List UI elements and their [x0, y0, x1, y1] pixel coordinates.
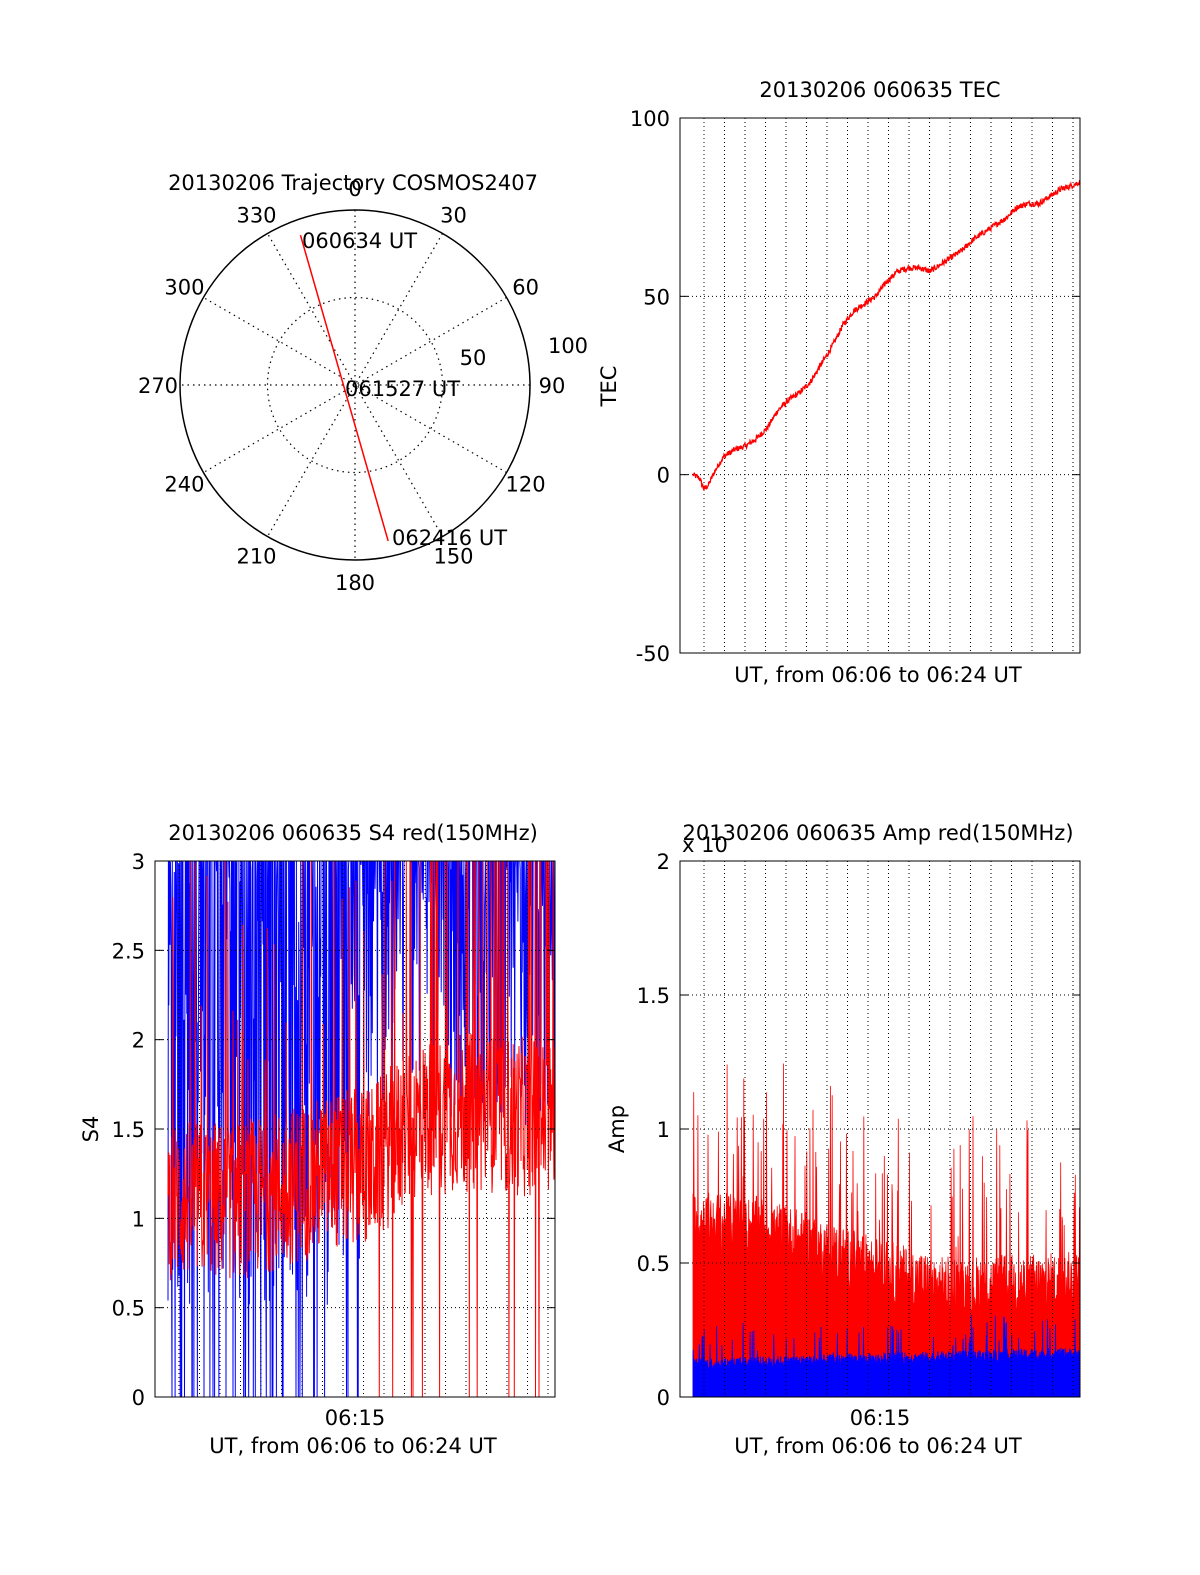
s4-xtick-label: 06:15: [325, 1406, 386, 1430]
tec-ytick-label: 0: [657, 464, 670, 488]
polar-azimuth-labels: 0 30 60 90 120 150 180 210 240 270 300 330: [138, 177, 565, 595]
s4-title: 20130206 060635 S4 red(150MHz): [168, 821, 538, 845]
polar-azimuth-label-30: 30: [440, 203, 467, 227]
polar-azimuth-label-120: 120: [506, 473, 546, 497]
tec-grid: [680, 118, 1080, 653]
tec-series-line: [692, 180, 1081, 492]
polar-azimuth-label-300: 300: [164, 276, 204, 300]
tec-ytick-label: -50: [636, 642, 670, 666]
amp-ytick-label: 0.5: [637, 1252, 670, 1276]
amp-ytick-label: 0: [657, 1386, 670, 1410]
amp-red-series: [692, 1063, 1081, 1398]
tec-xlabel: UT, from 06:06 to 06:24 UT: [734, 663, 1022, 687]
polar-end-label: 062416 UT: [392, 526, 507, 550]
amp-ytick-label: 1.5: [637, 984, 670, 1008]
s4-ytick-label: 0: [132, 1386, 145, 1410]
amp-scale-label: x 10: [682, 833, 728, 857]
tec-chart: 20130206 060635 TEC -50 0 50 100 TEC UT, fr…: [597, 78, 1081, 687]
polar-azimuth-label-0: 0: [348, 177, 361, 201]
amp-grid: [680, 861, 1080, 1397]
amp-plot-frame: [679, 860, 1081, 1398]
amp-title: 20130206 060635 Amp red(150MHz): [682, 821, 1073, 845]
polar-start-label: 060634 UT: [302, 229, 417, 253]
tec-plot-frame: [679, 117, 1081, 654]
tec-ytick-label: 100: [630, 107, 670, 131]
s4-plot-frame: [154, 860, 556, 1398]
amp-xtick-label: 06:15: [850, 1406, 911, 1430]
tec-title: 20130206 060635 TEC: [759, 78, 1000, 102]
amp-chart: 20130206 060635 Amp red(150MHz) x 10 0 0.…: [605, 821, 1081, 1458]
amp-red-series-area: [692, 1063, 1081, 1398]
polar-track-line: [299, 234, 389, 542]
polar-azimuth-label-60: 60: [512, 276, 539, 300]
polar-azimuth-label-150: 150: [433, 545, 473, 569]
s4-ytick-label: 3: [132, 850, 145, 874]
s4-ytick-label: 1.5: [112, 1118, 145, 1142]
polar-spoke-120: [203, 296, 507, 474]
amp-blue-series-area: [692, 1314, 1081, 1398]
polar-azimuth-label-330: 330: [236, 203, 276, 227]
polar-azimuth-label-240: 240: [164, 473, 204, 497]
polar-spoke-30: [266, 233, 444, 537]
amp-ytick-label: 2: [657, 850, 670, 874]
polar-azimuth-label-180: 180: [335, 571, 375, 595]
s4-ytick-label: 2: [132, 1029, 145, 1053]
polar-radial-label-50: 50: [460, 346, 487, 370]
polar-spoke-60: [203, 296, 507, 474]
s4-grid: [155, 861, 555, 1397]
s4-ylabel: S4: [79, 1116, 103, 1143]
polar-azimuth-label-210: 210: [236, 545, 276, 569]
polar-spoke-150: [266, 233, 444, 537]
polar-radial-label-100: 100: [548, 334, 588, 358]
polar-azimuth-label-90: 90: [539, 374, 566, 398]
s4-red-series-line: [167, 860, 556, 1398]
polar-title: 20130206 Trajectory COSMOS2407: [168, 171, 538, 195]
polar-inner-circle: [266, 296, 444, 474]
tec-ytick-label: 50: [643, 285, 670, 309]
polar-trajectory-chart: 20130206 Trajectory COSMOS2407 0 30 60 90 12…: [138, 171, 588, 595]
s4-chart: 20130206 060635 S4 red(150MHz) 0 0.5 1 1.5 2…: [79, 821, 556, 1458]
s4-y-tick-labels: 0 0.5 1 1.5 2 2.5 3: [112, 850, 145, 1410]
amp-ytick-label: 1: [657, 1118, 670, 1142]
tec-y-tick-labels: -50 0 50 100: [630, 107, 670, 666]
s4-ytick-label: 0.5: [112, 1297, 145, 1321]
amp-ylabel: Amp: [605, 1105, 629, 1153]
polar-grid: [179, 209, 531, 561]
s4-red-series: [167, 860, 556, 1398]
s4-ytick-label: 2.5: [112, 939, 145, 963]
amp-y-tick-labels: 0 0.5 1 1.5 2: [637, 850, 670, 1410]
polar-mid-label: 061527 UT: [345, 377, 460, 401]
tec-ylabel: TEC: [597, 366, 621, 408]
amp-xlabel: UT, from 06:06 to 06:24 UT: [734, 1434, 1022, 1458]
polar-azimuth-label-270: 270: [138, 374, 178, 398]
s4-xlabel: UT, from 06:06 to 06:24 UT: [209, 1434, 497, 1458]
amp-blue-series: [692, 1314, 1081, 1398]
s4-ytick-label: 1: [132, 1207, 145, 1231]
